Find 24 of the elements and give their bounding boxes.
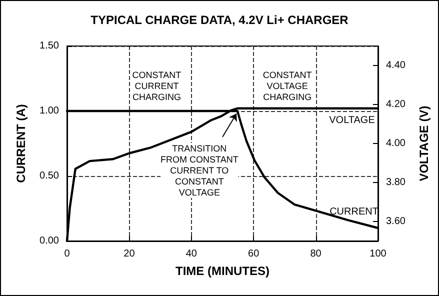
y-tick-label: 0.50	[40, 170, 60, 182]
x-tick-label: 20	[124, 248, 136, 260]
y-tick-label: 1.00	[40, 106, 60, 116]
x-tick-label: 40	[186, 248, 198, 260]
x-axis-title: TIME (MINUTES)	[176, 264, 270, 278]
annotation: CONSTANT CURRENT CHARGING	[132, 70, 182, 102]
chart-title: TYPICAL CHARGE DATA, 4.2V Li+ CHARGER	[90, 13, 349, 27]
series-label: CURRENT	[330, 206, 378, 218]
y-axis-title: CURRENT (A)	[14, 104, 28, 183]
x-tick-label: 80	[310, 248, 322, 260]
y2-axis-title: VOLTAGE (V)	[417, 106, 431, 182]
series-label: VOLTAGE	[329, 114, 376, 126]
y2-tick-label: 4.00	[386, 138, 406, 149]
x-tick-label: 0	[64, 248, 70, 260]
y-tick-label: 0.00	[40, 236, 60, 246]
y2-tick-label: 3.80	[386, 177, 406, 188]
annotation: TRANSITION FROM CONSTANT CURRENT TO CONSTANT VOLTAGE	[160, 144, 239, 198]
x-tick-label: 100	[370, 248, 387, 260]
y2-tick-label: 4.40	[386, 60, 406, 71]
y-tick-label: 1.50	[40, 40, 60, 52]
y2-tick-label: 4.20	[386, 99, 406, 110]
x-tick-label: 60	[248, 248, 260, 260]
y2-tick-label: 3.60	[386, 216, 406, 227]
annotation: CONSTANT VOLTAGE CHARGING	[262, 70, 312, 102]
